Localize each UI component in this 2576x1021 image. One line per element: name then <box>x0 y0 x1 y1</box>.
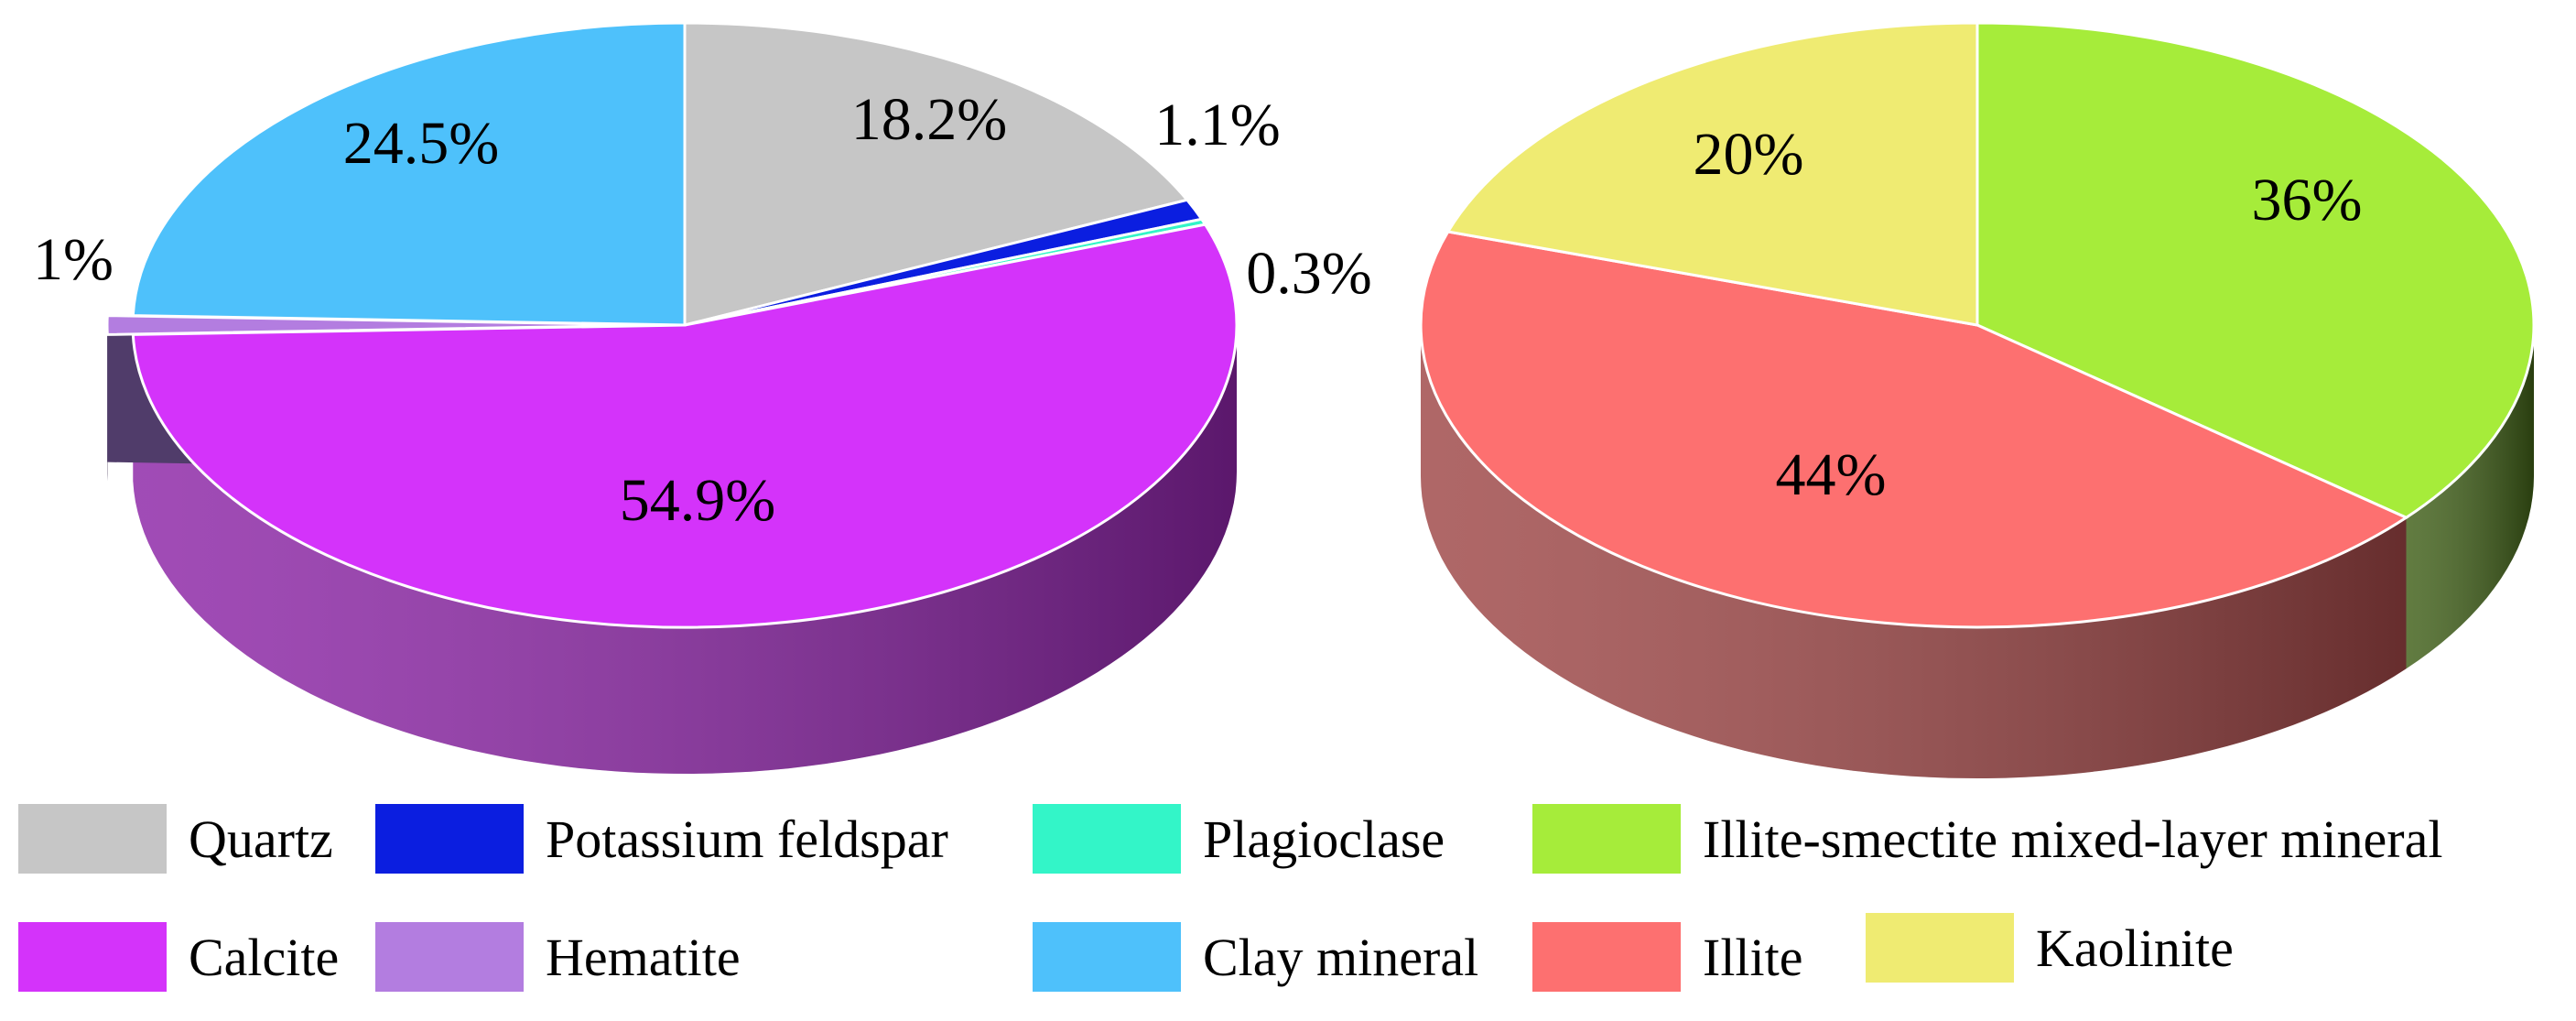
legend-item-illite: Illite <box>1532 922 1803 992</box>
legend-item-kaolinite: Kaolinite <box>1866 913 2234 983</box>
legend-item-plagioclase: Plagioclase <box>1033 804 1445 874</box>
legend-label-plagioclase: Plagioclase <box>1203 809 1445 869</box>
pie-label-calcite: 54.9% <box>620 467 775 534</box>
legend-item-quartz: Quartz <box>18 804 333 874</box>
legend-label-clay-mineral: Clay mineral <box>1203 927 1479 987</box>
legend-swatch-kaolinite <box>1866 913 2014 983</box>
legend-label-hematite: Hematite <box>546 927 741 987</box>
legend-swatch-illite <box>1532 922 1681 992</box>
legend-swatch-quartz <box>18 804 167 874</box>
pie-slice-clay-mineral <box>131 21 687 327</box>
pie-label-clay-mineral: 24.5% <box>343 110 499 177</box>
legend-item-calcite: Calcite <box>18 922 339 992</box>
pie-slice-illite-smectite-mixed-layer-mineral <box>1975 21 2536 520</box>
pie-side-shade-illite-smectite-mixed-layer-mineral <box>2406 325 2534 669</box>
legend-label-illite: Illite <box>1703 927 1803 987</box>
pie-label-potassium-feldspar: 1.1% <box>1154 92 1280 158</box>
pie-label-hematite: 1% <box>33 226 114 293</box>
pie-label-illite-smectite-mixed-layer-mineral: 36% <box>2252 167 2363 234</box>
legend-label-illite-smectite: Illite-smectite mixed-layer mineral <box>1703 809 2443 869</box>
legend-item-clay-mineral: Clay mineral <box>1033 922 1478 992</box>
pie-labels: 18.2% 1.1% 0.3% 54.9% 1% 24.5% <box>33 86 1372 534</box>
legend-item-illite-smectite: Illite-smectite mixed-layer mineral <box>1532 804 2442 874</box>
legend-swatch-hematite <box>375 922 524 992</box>
legend-label-calcite: Calcite <box>189 927 340 987</box>
pie-label-kaolinite: 20% <box>1694 121 1804 188</box>
legend-swatch-clay-mineral <box>1033 922 1181 992</box>
legend-swatch-illite-smectite <box>1532 804 1681 874</box>
pie-side-shade-calcite <box>133 325 1237 774</box>
pie-sides <box>1421 325 2534 778</box>
pie-label-quartz: 18.2% <box>851 86 1007 153</box>
legend-swatch-potassium-feldspar <box>375 804 524 874</box>
legend-item-potassium-feldspar: Potassium feldspar <box>375 804 948 874</box>
pie-label-illite: 44% <box>1776 441 1887 508</box>
pie-slice-quartz <box>683 21 1190 327</box>
pie-slice-calcite <box>131 223 1239 629</box>
legend-item-hematite: Hematite <box>375 922 741 992</box>
pie-labels: 36% 44% 20% <box>1694 121 2363 508</box>
clay-composition-pie: 36% 44% 20% <box>1419 21 2536 778</box>
legend-label-potassium-feldspar: Potassium feldspar <box>546 809 948 869</box>
mineral-composition-pie: 18.2% 1.1% 0.3% 54.9% 1% 24.5% <box>33 21 1372 774</box>
pie-tops <box>105 21 1239 629</box>
pie-slice-hematite <box>105 314 660 336</box>
legend-label-kaolinite: Kaolinite <box>2036 918 2234 978</box>
pie-tops <box>1419 21 2536 629</box>
legend-label-quartz: Quartz <box>189 809 333 869</box>
legend-swatch-calcite <box>18 922 167 992</box>
pie-slice-illite <box>1419 230 2409 629</box>
pie-side-shade-illite <box>1421 325 2407 778</box>
pie-slice-kaolinite <box>1445 21 1979 327</box>
legend-swatch-plagioclase <box>1033 804 1181 874</box>
pie-label-plagioclase: 0.3% <box>1246 240 1371 307</box>
